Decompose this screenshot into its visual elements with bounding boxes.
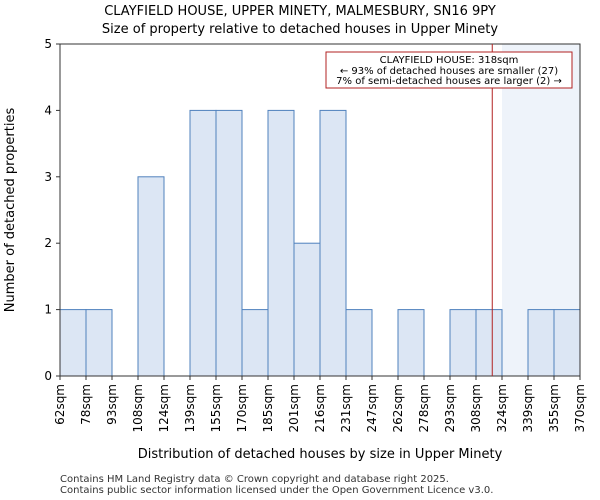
x-tick-label: 78sqm — [79, 384, 93, 425]
x-axis-label: Distribution of detached houses by size … — [138, 447, 503, 462]
x-tick-label: 231sqm — [339, 384, 353, 432]
bar — [345, 309, 373, 377]
x-tick-label: 324sqm — [495, 384, 509, 432]
x-tick-label: 201sqm — [287, 384, 301, 432]
x-tick-label: 139sqm — [183, 384, 197, 432]
annotation-line-3: 7% of semi-detached houses are larger (2… — [336, 76, 562, 87]
annotation-frame — [325, 51, 573, 89]
chart-title: CLAYFIELD HOUSE, UPPER MINETY, MALMESBUR… — [104, 4, 496, 19]
x-tick-label: 170sqm — [235, 384, 249, 432]
bar — [397, 309, 425, 377]
y-tick-label: 1 — [44, 303, 52, 317]
annotation-line-2: ← 93% of detached houses are smaller (27… — [340, 66, 558, 77]
y-tick-label: 4 — [44, 103, 52, 117]
x-tick-label: 124sqm — [157, 384, 171, 432]
x-tick-label: 62sqm — [53, 384, 67, 425]
annotation-box: CLAYFIELD HOUSE: 318sqm ← 93% of detache… — [325, 51, 573, 89]
x-tick-label: 93sqm — [105, 384, 119, 425]
x-tick-label: 216sqm — [313, 384, 327, 432]
x-tick-label: 308sqm — [469, 384, 483, 432]
x-tick-label: 108sqm — [131, 384, 145, 432]
bar — [85, 309, 113, 377]
histogram-chart: 0 1 2 3 4 5 62sqm 78sqm 93sqm 108sqm 124sqm 139sqm… — [3, 37, 587, 462]
y-tick-label: 3 — [44, 170, 52, 184]
x-tick-label: 339sqm — [521, 384, 535, 432]
bar — [553, 309, 581, 377]
x-tick-label: 278sqm — [417, 384, 431, 432]
x-tick-label: 370sqm — [573, 384, 587, 432]
bar — [319, 109, 347, 377]
bar — [475, 309, 503, 377]
bar — [267, 109, 295, 377]
bar — [59, 309, 87, 377]
bar — [527, 309, 555, 377]
x-tick-label: 185sqm — [261, 384, 275, 432]
footer-copyright: Contains HM Land Registry data © Crown c… — [60, 474, 449, 485]
x-tick-label: 293sqm — [443, 384, 457, 432]
x-tick-label: 155sqm — [209, 384, 223, 432]
y-tick-label: 0 — [44, 369, 52, 383]
bar — [137, 176, 165, 377]
x-tick-label: 262sqm — [391, 384, 405, 432]
footer-licence: Contains public sector information licen… — [60, 485, 494, 496]
bar — [189, 109, 217, 377]
y-axis-label: Number of detached properties — [3, 108, 18, 313]
bar — [449, 309, 477, 377]
chart-subtitle: Size of property relative to detached ho… — [101, 22, 499, 37]
bar — [215, 109, 243, 377]
y-tick-label: 2 — [44, 236, 52, 250]
annotation-line-1: CLAYFIELD HOUSE: 318sqm — [380, 55, 519, 66]
x-tick-label: 355sqm — [547, 384, 561, 432]
bar — [293, 242, 321, 377]
bar — [241, 309, 269, 377]
y-tick-label: 5 — [44, 37, 52, 51]
x-tick-label: 247sqm — [365, 384, 379, 432]
